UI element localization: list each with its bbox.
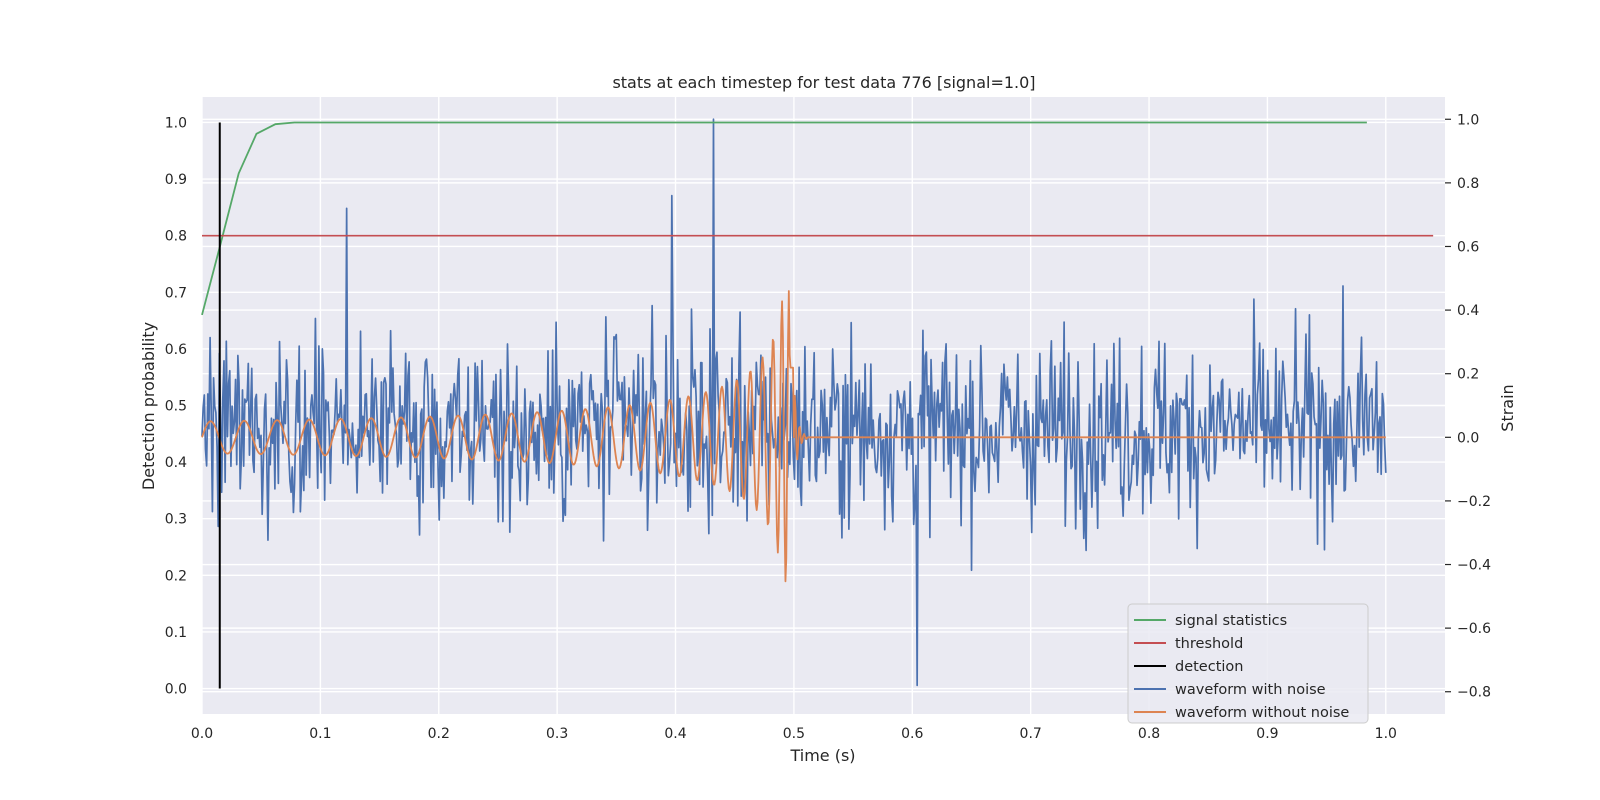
y-tick-label-left: 0.3	[165, 512, 187, 528]
y-tick-label-right: −0.4	[1457, 558, 1491, 574]
series-signal-statistics	[201, 121, 1367, 316]
y-tick-label-left: 0.6	[165, 342, 187, 358]
y-tick-label-left: 0.7	[165, 285, 187, 301]
y-tick-label-left: 0.0	[165, 682, 187, 698]
axes-layer: 0.0 0.1 0.2 0.3 0.4 0.5 0.6 0.7 0.8 0.9 1.0 0.0 0.1 0…	[165, 112, 1491, 742]
legend-box	[1127, 603, 1369, 724]
x-tick-label: 0.1	[309, 726, 331, 742]
legend-label: signal statistics	[1175, 613, 1287, 629]
x-tick-label: 0.5	[783, 726, 805, 742]
series-waveform-without-noise	[201, 290, 1386, 583]
x-tick-label: 0.2	[428, 726, 450, 742]
y-tick-label-right: −0.6	[1457, 621, 1491, 637]
x-axis-label: Time (s)	[789, 746, 855, 765]
y-tick-label-right: 1.0	[1457, 112, 1479, 128]
legend-label: waveform with noise	[1175, 682, 1326, 698]
series-layer	[201, 118, 1434, 689]
y-tick-label-right: 0.2	[1457, 367, 1479, 383]
y-tick-label-right: 0.6	[1457, 239, 1479, 255]
y-axis-label-right: Strain	[1498, 384, 1517, 431]
legend: signal statistics threshold detection wavef…	[1127, 603, 1369, 724]
x-tick-label: 0.4	[664, 726, 686, 742]
y-axis-label-left: Detection probability	[139, 322, 158, 490]
x-tick-label: 0.3	[546, 726, 568, 742]
legend-label: detection	[1175, 659, 1243, 675]
series-waveform-with-noise	[201, 118, 1387, 687]
y-tick-label-right: −0.2	[1457, 494, 1491, 510]
legend-label: waveform without noise	[1175, 705, 1349, 721]
y-tick-label-left: 1.0	[165, 115, 187, 131]
x-tick-label: 0.9	[1256, 726, 1278, 742]
x-tick-label: 0.8	[1138, 726, 1160, 742]
x-tick-label: 0.6	[901, 726, 923, 742]
chart-title: stats at each timestep for test data 776…	[612, 73, 1035, 92]
y-tick-label-left: 0.5	[165, 399, 187, 415]
x-tick-label: 0.7	[1020, 726, 1042, 742]
y-tick-label-left: 0.1	[165, 625, 187, 641]
y-tick-label-left: 0.9	[165, 172, 187, 188]
y-tick-label-right: −0.8	[1457, 685, 1491, 701]
x-tick-label: 1.0	[1375, 726, 1397, 742]
y-tick-label-left: 0.4	[165, 455, 187, 471]
y-tick-label-right: 0.0	[1457, 430, 1479, 446]
legend-label: threshold	[1175, 636, 1243, 652]
y-tick-label-right: 0.8	[1457, 176, 1479, 192]
x-tick-label: 0.0	[191, 726, 213, 742]
y-tick-label-left: 0.8	[165, 229, 187, 245]
y-tick-label-right: 0.4	[1457, 303, 1479, 319]
y-tick-label-left: 0.2	[165, 568, 187, 584]
